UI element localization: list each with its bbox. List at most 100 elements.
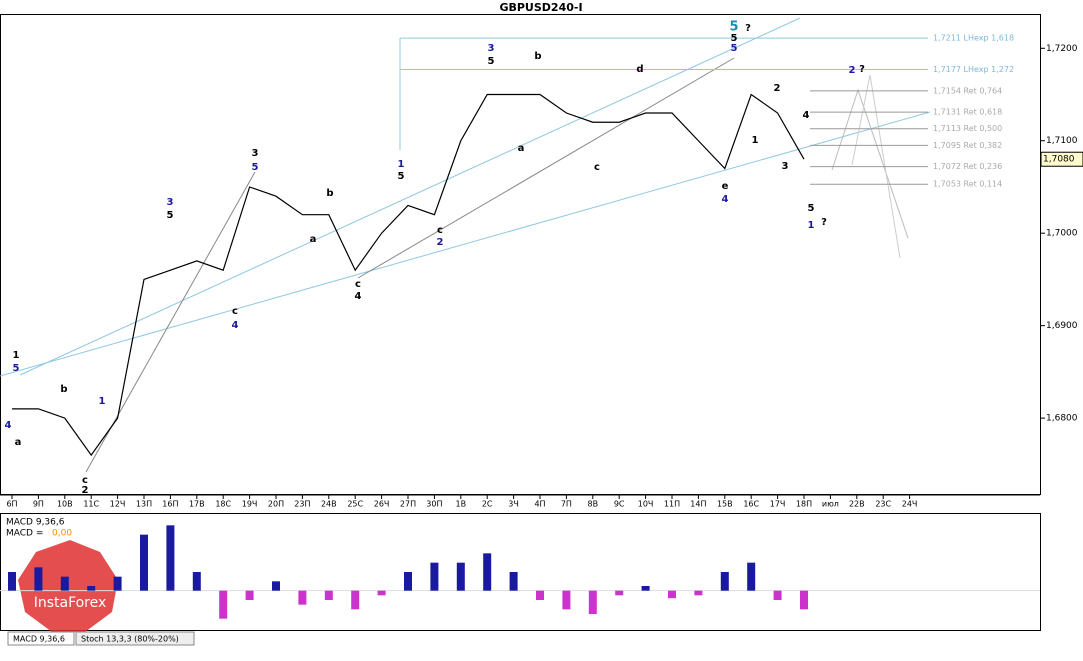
- x-tick-label: 10Ч: [638, 500, 654, 509]
- wave-label: 1: [808, 220, 815, 231]
- macd-bar: [87, 586, 96, 591]
- x-tick-label: 1В: [456, 500, 467, 509]
- wave-label: 1: [398, 159, 405, 170]
- fib-label: 1,7072 Ret 0,236: [933, 162, 1002, 171]
- fib-label: 1,7053 Ret 0,114: [933, 180, 1002, 189]
- last-price-box: [1040, 151, 1083, 167]
- wave-label: 3: [782, 161, 789, 172]
- wave-label: 1: [99, 396, 106, 407]
- price-line: [12, 93, 805, 457]
- x-tick-label: 23П: [294, 500, 310, 509]
- macd-bar: [60, 576, 69, 591]
- wave-label: 4: [5, 420, 12, 431]
- wave-label: 5: [13, 363, 20, 374]
- x-tick-label: 20П: [268, 500, 284, 509]
- wave-label: 2: [437, 237, 444, 248]
- wave-label: ?: [859, 64, 865, 75]
- wave-label: 2: [774, 83, 781, 94]
- x-tick-label: 24В: [321, 500, 337, 509]
- wave-label: c: [355, 279, 361, 290]
- macd-signal: 0,00: [52, 529, 72, 539]
- macd-bar: [324, 590, 333, 600]
- x-tick-label: 10В: [57, 500, 73, 509]
- macd-bar: [298, 590, 307, 605]
- wave-label: 5: [729, 20, 738, 35]
- x-tick-label: 11С: [83, 500, 99, 509]
- wave-label: 5: [252, 162, 259, 173]
- wave-label: 4: [232, 320, 239, 331]
- wave-line: [357, 57, 735, 279]
- macd-bar: [166, 525, 175, 591]
- x-tick-label: 18С: [215, 500, 231, 509]
- x-tick-label: 9П: [33, 500, 44, 509]
- x-tick-label: 12Ч: [110, 500, 126, 509]
- y-tick-label: 1,7000: [1046, 229, 1078, 239]
- wave-label: 5: [731, 43, 738, 54]
- macd-bar: [8, 572, 16, 591]
- wave-label: d: [636, 64, 643, 75]
- macd-bar: [694, 590, 703, 596]
- macd-frame: [0, 513, 1041, 631]
- macd-bar: [34, 567, 43, 591]
- wave-label: a: [15, 437, 22, 448]
- wave-label: c: [594, 162, 600, 173]
- macd-bar: [588, 590, 597, 614]
- y-tick-label: 1,7200: [1046, 44, 1078, 54]
- wave-label: c: [82, 475, 88, 486]
- x-tick-label: 19Ч: [242, 500, 258, 509]
- macd-bar: [509, 572, 518, 591]
- x-tick-label: 17Ч: [770, 500, 786, 509]
- x-tick-label: июл: [822, 500, 839, 509]
- x-tick-label: 30П: [426, 500, 442, 509]
- x-tick-label: 16С: [743, 500, 759, 509]
- wave-label: b: [60, 384, 67, 395]
- macd-bar: [404, 572, 412, 591]
- last-price-label: 1,7080: [1043, 155, 1075, 165]
- x-tick-label: 9С: [614, 500, 625, 509]
- x-tick-label: 27П: [400, 500, 416, 509]
- y-tick-label: 1,6800: [1046, 414, 1078, 424]
- channel-upper: [19, 17, 801, 376]
- wave-label: 3: [252, 148, 259, 159]
- wave-label: 5: [808, 203, 815, 214]
- macd-bar: [536, 590, 544, 600]
- watermark-text: InstaForex: [34, 595, 107, 611]
- x-tick-label: 23С: [875, 500, 891, 509]
- macd-bar: [800, 590, 808, 610]
- wave-label: 5: [398, 171, 405, 182]
- wave-label: b: [534, 51, 541, 62]
- x-tick-label: 25С: [347, 500, 363, 509]
- wave-label: 1: [752, 135, 759, 146]
- fib-label: 1,7131 Ret 0,618: [933, 108, 1002, 117]
- macd-bar: [377, 590, 386, 596]
- fib-label: 1,7177 LHexp 1,272: [933, 65, 1014, 74]
- wave-label: c: [437, 225, 443, 236]
- x-tick-label: 24Ч: [902, 500, 918, 509]
- x-tick-label: 14П: [690, 500, 706, 509]
- macd-bar: [272, 581, 280, 591]
- x-tick-label: 22В: [849, 500, 865, 509]
- macd-subtitle: MACD =: [6, 529, 43, 539]
- wave-label: a: [310, 234, 317, 245]
- wave-label: 4: [355, 291, 362, 302]
- wave-label: 2: [849, 65, 856, 76]
- x-tick-label: 13П: [136, 500, 152, 509]
- wave-label: b: [326, 188, 333, 199]
- x-tick-label: 3Ч: [508, 500, 519, 509]
- projection-path: [851, 74, 901, 259]
- macd-bar: [747, 562, 756, 591]
- wave-label: 3: [167, 197, 174, 208]
- x-tick-label: 4П: [534, 500, 545, 509]
- x-tick-label: 11П: [664, 500, 680, 509]
- chart-title: GBPUSD240-I: [499, 1, 582, 14]
- macd-bar: [562, 590, 571, 610]
- x-tick-label: 7П: [561, 500, 572, 509]
- wave-label: ?: [821, 217, 827, 228]
- macd-bar: [641, 586, 650, 591]
- wave-label: c: [232, 306, 238, 317]
- x-tick-label: 15В: [717, 500, 733, 509]
- wave-label: 4: [803, 110, 810, 121]
- y-tick-label: 1,7100: [1046, 136, 1078, 146]
- macd-title: MACD 9,36,6: [6, 518, 65, 528]
